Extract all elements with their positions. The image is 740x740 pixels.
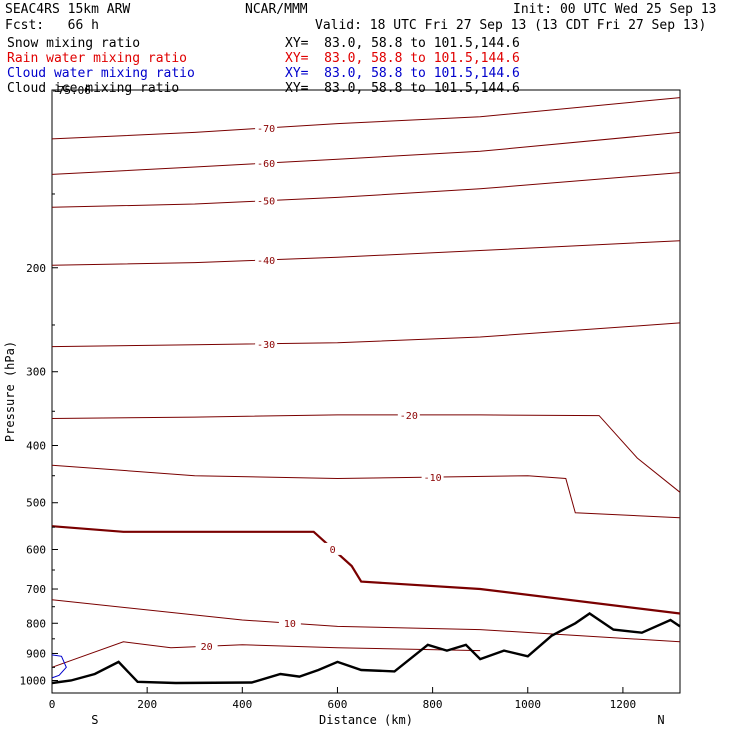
y-tick-label: 600: [26, 543, 46, 556]
isotherm-label-bg: [278, 617, 301, 630]
isotherm-label-bg: [255, 253, 278, 266]
isotherm-line: [51, 97, 681, 140]
y-tick-label: 500: [26, 497, 46, 510]
isotherm-label: -50: [257, 197, 275, 208]
isotherm-label-bg: [421, 471, 444, 484]
isotherm-line: [51, 240, 681, 266]
x-tick-label: 0: [49, 698, 56, 711]
init-time: Init: 00 UTC Wed 25 Sep 13: [513, 2, 717, 17]
x-tick-label: 800: [423, 698, 443, 711]
field-xy-rain: XY= 83.0, 58.8 to 101.5,144.6: [285, 51, 520, 66]
org-name: NCAR/MMM: [245, 2, 308, 17]
y-tick-label: 900: [26, 647, 46, 660]
x-tick-label: 400: [232, 698, 252, 711]
isotherm-label: -70: [257, 124, 275, 135]
isotherm-label-bg: [321, 542, 344, 555]
isotherm-line: [51, 525, 681, 615]
x-tick-label: 200: [137, 698, 157, 711]
isotherm-label: 0: [330, 545, 336, 556]
y-tick-label: 400: [26, 440, 46, 453]
isotherm-label-bg: [397, 408, 420, 421]
forecast-hour: Fcst: 66 h: [5, 18, 99, 33]
model-name: SEAC4RS 15km ARW: [5, 2, 131, 17]
isotherm-label-bg: [255, 194, 278, 207]
x-tick-label: 1000: [515, 698, 542, 711]
y-tick-label: 700: [26, 583, 46, 596]
x-axis-title: Distance (km): [319, 713, 413, 727]
isotherm-label-bg: [195, 640, 218, 653]
field-label-snow: Snow mixing ratio: [7, 36, 141, 51]
isotherm-label-bg: [255, 157, 278, 170]
isotherm-label: 20: [201, 642, 213, 653]
isotherm-line: [51, 172, 681, 208]
isotherm-line: [51, 322, 681, 348]
north-end-label: N: [657, 713, 664, 727]
field-label-cloud-ice: Cloud ice mixing ratio: [7, 81, 180, 96]
field-xy-snow: XY= 83.0, 58.8 to 101.5,144.6: [285, 36, 520, 51]
field-xy-cloud-water: XY= 83.0, 58.8 to 101.5,144.6: [285, 66, 520, 81]
y-axis-title: Pressure (hPa): [3, 341, 17, 442]
isotherm-label: 10: [284, 619, 296, 630]
south-end-label: S: [91, 713, 98, 727]
y-tick-label: 1000: [20, 674, 47, 687]
isotherm-line: [51, 131, 681, 175]
field-label-cloud-water: Cloud water mixing ratio: [7, 66, 195, 81]
isotherm-line: [51, 599, 681, 643]
terrain-line: [51, 612, 681, 685]
y-tick-label: 200: [26, 262, 46, 275]
isotherm-label: -60: [257, 159, 275, 170]
isotherm-label: -30: [257, 340, 275, 351]
isotherm-label: -10: [424, 473, 442, 484]
plot-frame: [51, 89, 681, 694]
field-xy-cloud-ice: XY= 83.0, 58.8 to 101.5,144.6: [285, 81, 520, 96]
valid-time: Valid: 18 UTC Fri 27 Sep 13 (13 CDT Fri …: [315, 18, 707, 33]
isotherm-label-bg: [255, 122, 278, 135]
isotherm-label: -20: [400, 411, 418, 422]
isotherm-label-bg: [255, 337, 278, 350]
field-label-rain: Rain water mixing ratio: [7, 51, 188, 66]
x-tick-label: 600: [328, 698, 348, 711]
y-tick-label: 300: [26, 366, 46, 379]
isotherm-line: [51, 464, 681, 519]
y-tick-label: 800: [26, 617, 46, 630]
cloud-water-contour: [51, 654, 67, 679]
top-min-label: -75.06: [51, 84, 91, 97]
isotherm-line: [51, 414, 681, 493]
x-tick-label: 1200: [610, 698, 637, 711]
isotherm-label: -40: [257, 256, 275, 267]
